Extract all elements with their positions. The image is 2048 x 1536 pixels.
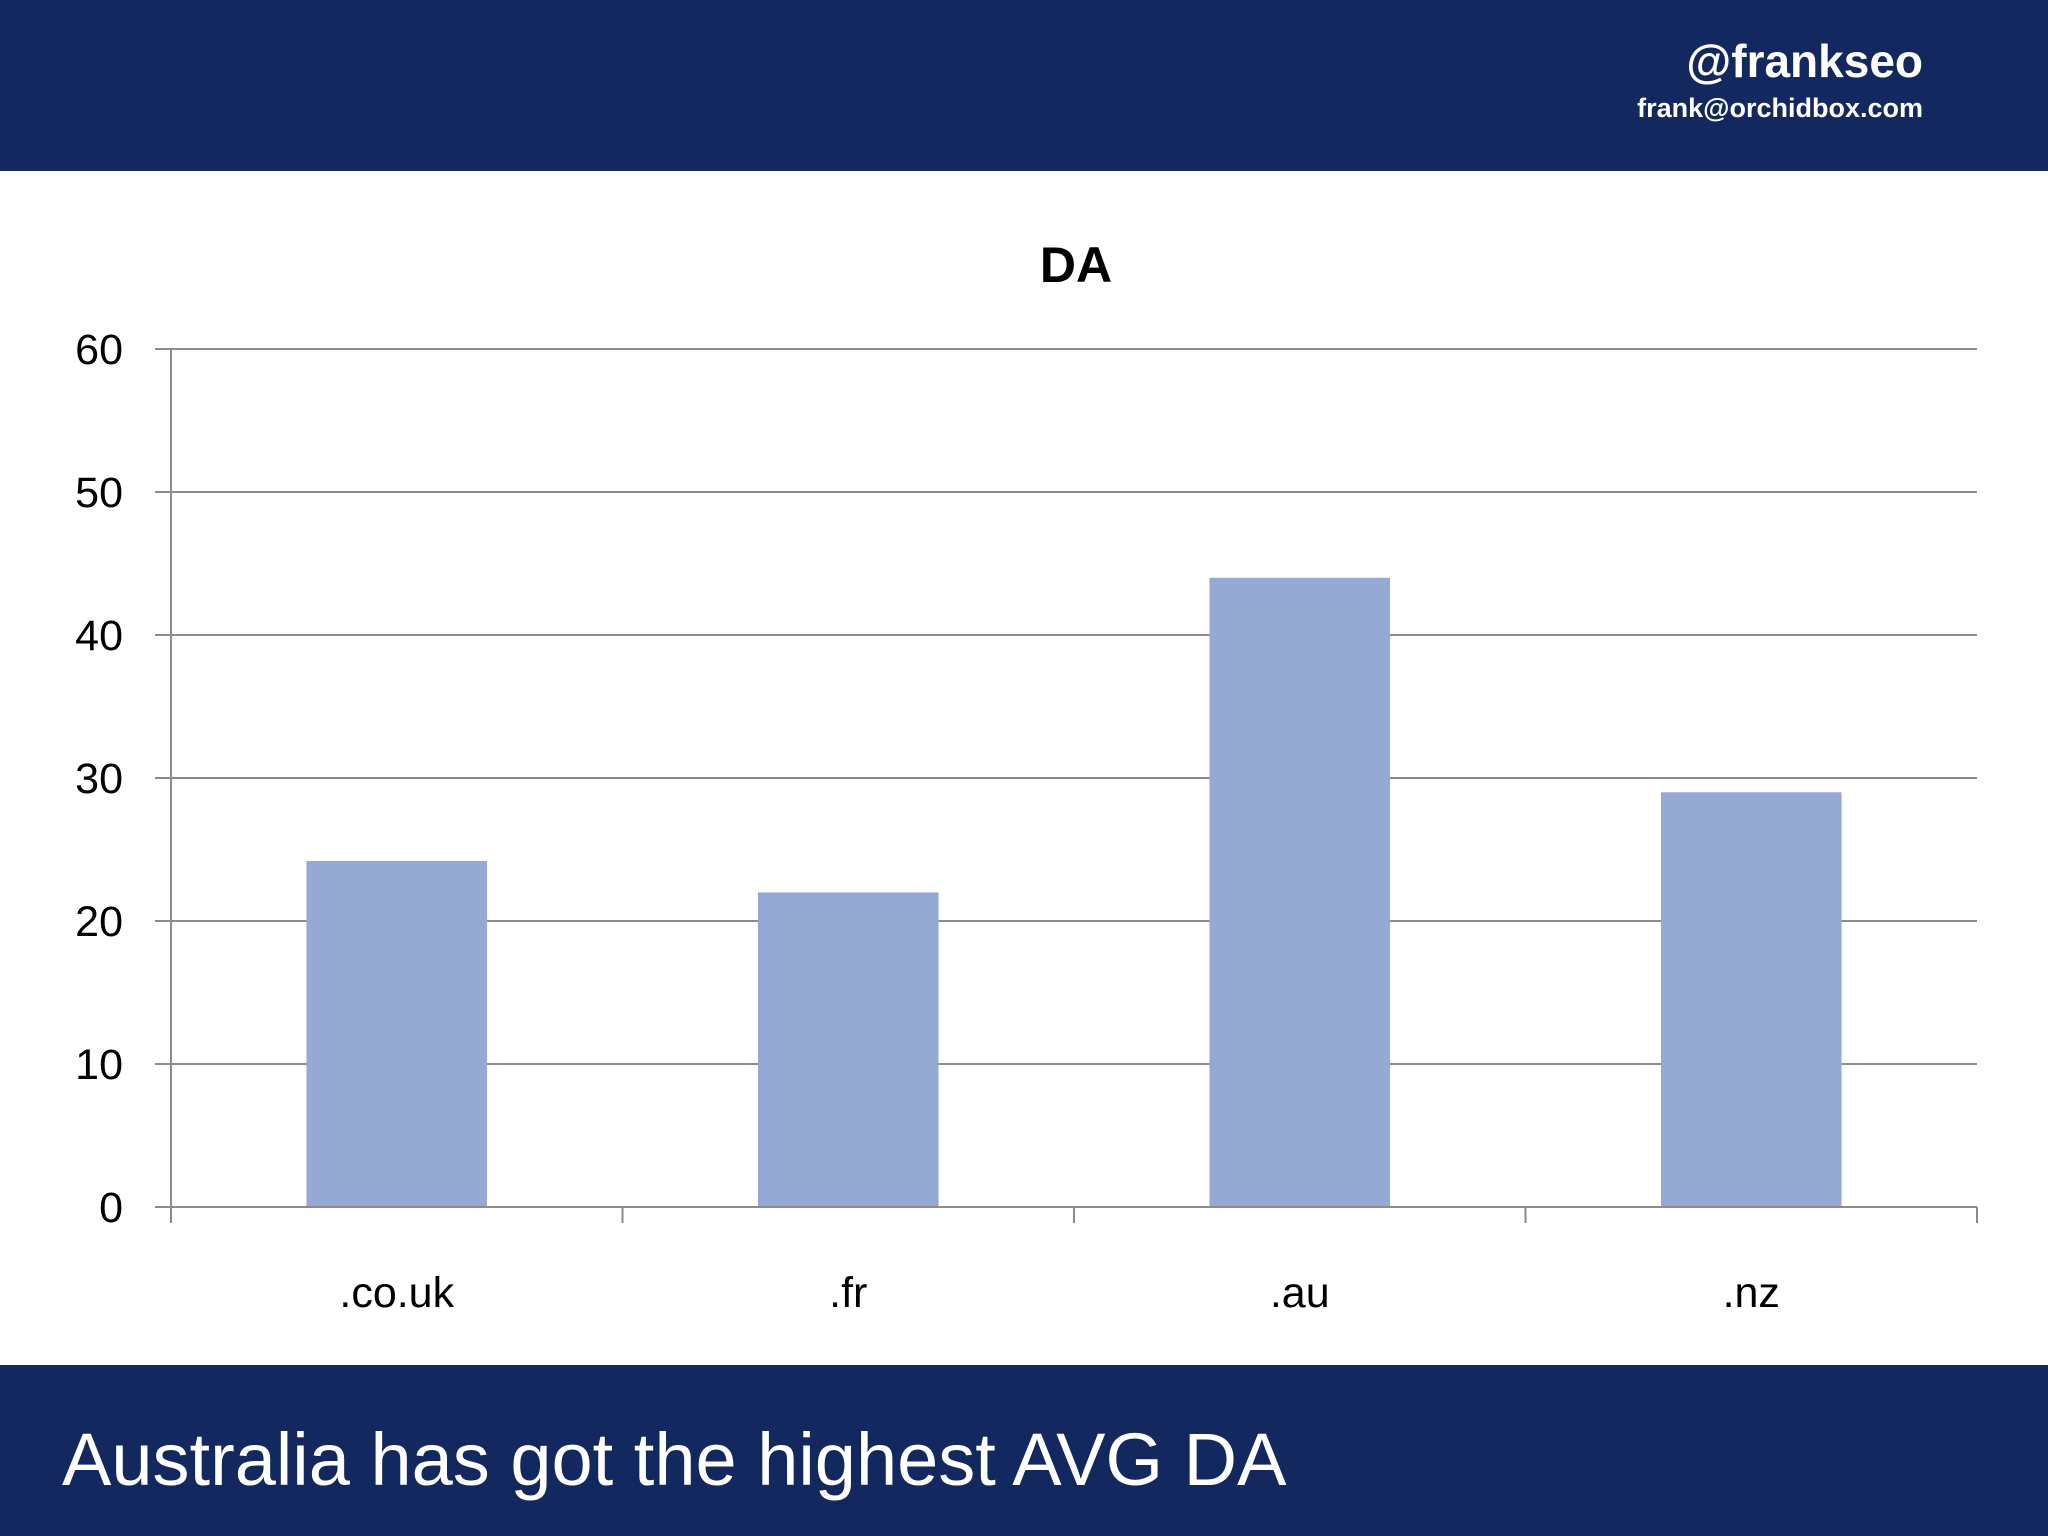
y-tick-label-50: 50 (75, 469, 123, 517)
footer-banner: Australia has got the highest AVG DA (0, 1365, 2048, 1536)
chart-area: DA 0 10 20 30 40 50 60 .co.uk .fr .au .nz (0, 171, 2048, 1365)
bar-nz (1660, 792, 1842, 1207)
bar-chart: DA 0 10 20 30 40 50 60 .co.uk .fr .au .nz (75, 237, 1978, 1317)
y-tick-label-0: 0 (99, 1184, 123, 1232)
y-tick-label-20: 20 (75, 898, 123, 946)
x-tick-label-couk: .co.uk (339, 1269, 454, 1317)
x-tick-label-nz: .nz (1723, 1269, 1780, 1317)
y-tick-label-40: 40 (75, 612, 123, 660)
contact-email: frank@orchidbox.com (1637, 93, 1923, 123)
slide-caption: Australia has got the highest AVG DA (62, 1418, 1287, 1501)
bar-couk (306, 860, 488, 1207)
header-banner: @frankseo frank@orchidbox.com (0, 0, 2048, 171)
twitter-handle: @frankseo (1686, 35, 1923, 87)
x-tick-label-au: .au (1270, 1269, 1330, 1317)
y-tick-label-30: 30 (75, 755, 123, 803)
y-tick-label-10: 10 (75, 1041, 123, 1089)
bar-au (1209, 577, 1391, 1207)
x-tick-label-fr: .fr (829, 1269, 867, 1317)
y-tick-label-60: 60 (75, 326, 123, 374)
bar-fr (757, 892, 939, 1207)
chart-title: DA (1040, 237, 1112, 293)
